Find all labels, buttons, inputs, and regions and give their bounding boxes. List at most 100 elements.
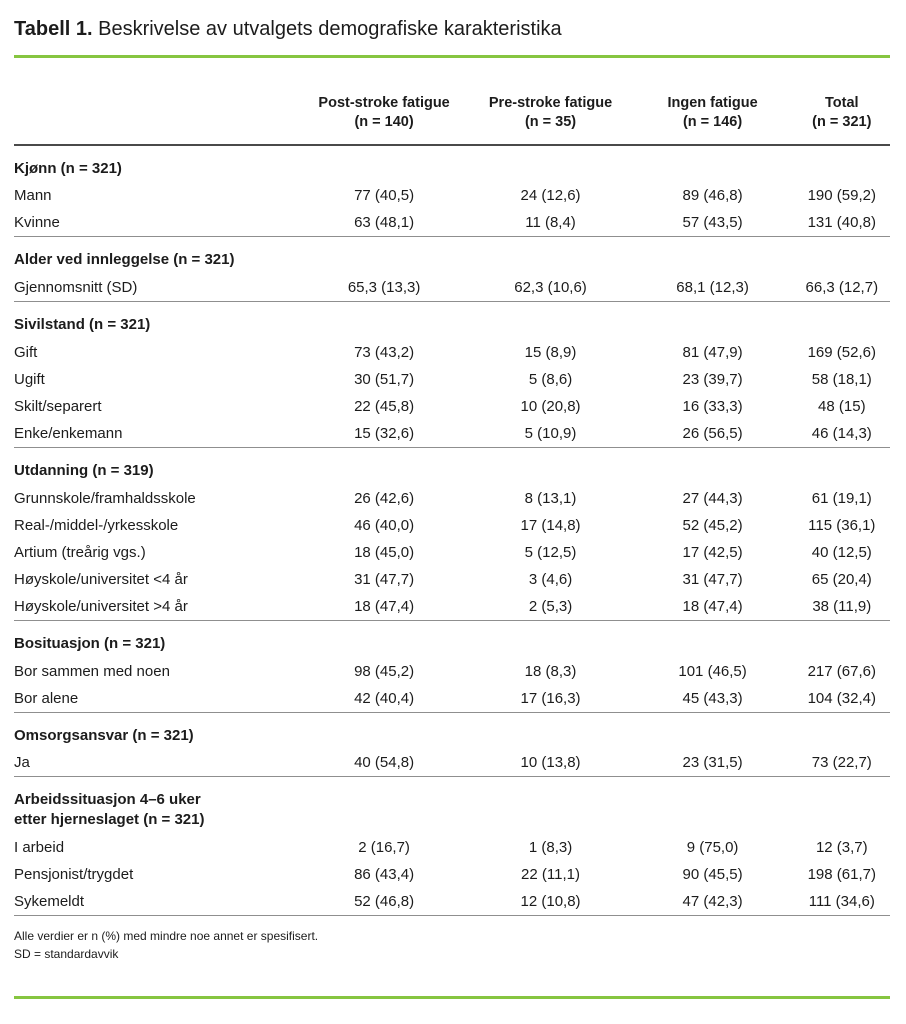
row-label: Bor sammen med noen <box>14 662 170 680</box>
cell-value: 30 (51,7) <box>354 371 415 389</box>
cell-value: 61 (19,1) <box>811 489 872 507</box>
row-label: Artium (treårig vgs.) <box>14 543 146 561</box>
row-label: Ja <box>14 754 30 772</box>
table-section: Arbeidssituasjon 4–6 uker etter hjernesla… <box>14 777 890 916</box>
table-row: Grunnskole/framhaldsskole 26 (42,6) 8 (13,… <box>14 485 890 512</box>
cell-value: 131 (40,8) <box>807 214 876 232</box>
cell-value: 31 (47,7) <box>354 570 415 588</box>
cell-value: 104 (32,4) <box>807 689 876 707</box>
cell-value: 217 (67,6) <box>807 662 876 680</box>
cell-value: 17 (14,8) <box>520 516 581 534</box>
cell-value: 46 (14,3) <box>811 425 872 443</box>
table-section: Alder ved innleggelse (n = 321) Gjennomsn… <box>14 237 890 302</box>
cell-value: 73 (22,7) <box>811 754 872 772</box>
section-header: Utdanning (n = 319) <box>14 448 890 485</box>
table-title: Tabell 1. Beskrivelse av utvalgets demog… <box>14 16 890 42</box>
table-title-label: Tabell 1. <box>14 18 93 40</box>
cell-value: 15 (8,9) <box>524 344 577 362</box>
table-row: Mann 77 (40,5) 24 (12,6) 89 (46,8) 190 (59,2… <box>14 182 890 209</box>
cell-value: 63 (48,1) <box>354 214 415 232</box>
cell-value: 48 (15) <box>818 398 866 416</box>
section-header: Kjønn (n = 321) <box>14 145 890 183</box>
cell-value: 40 (54,8) <box>354 754 415 772</box>
cell-value: 17 (16,3) <box>520 689 581 707</box>
cell-value: 3 (4,6) <box>528 570 573 588</box>
cell-value: 2 (16,7) <box>358 839 410 857</box>
row-label: Gift <box>14 344 38 362</box>
column-header-name: Pre-stroke fatigue <box>488 95 613 111</box>
cell-value: 57 (43,5) <box>682 214 743 232</box>
section-header-row: Arbeidssituasjon 4–6 uker etter hjernesla… <box>14 777 890 834</box>
row-label: Høyskole/universitet >4 år <box>14 597 188 615</box>
cell-value: 111 (34,6) <box>808 893 875 911</box>
table-footnotes: Alle verdier er n (%) med mindre noe ann… <box>14 927 890 963</box>
cell-value: 23 (31,5) <box>682 754 743 772</box>
section-header-line: Utdanning (n = 319) <box>14 462 154 480</box>
column-header-n: (n = 140) <box>354 113 414 130</box>
section-header: Alder ved innleggelse (n = 321) <box>14 237 890 274</box>
table-row: Sykemeldt 52 (46,8) 12 (10,8) 47 (42,3) 111 … <box>14 888 890 916</box>
section-header: Sivilstand (n = 321) <box>14 302 890 339</box>
cell-value: 9 (75,0) <box>686 839 739 857</box>
column-header-row: Post-stroke fatigue (n = 140) Pre-stroke f… <box>14 94 890 146</box>
cell-value: 52 (46,8) <box>354 893 415 911</box>
row-label: Grunnskole/framhaldsskole <box>14 489 196 507</box>
row-label: Bor alene <box>14 689 79 707</box>
cell-value: 169 (52,6) <box>807 344 876 362</box>
column-header-name: Ingen fatigue <box>667 95 758 111</box>
cell-value: 12 (3,7) <box>815 839 868 857</box>
section-header-line: Alder ved innleggelse (n = 321) <box>14 251 235 269</box>
cell-value: 81 (47,9) <box>682 344 743 362</box>
cell-value: 47 (42,3) <box>682 893 743 911</box>
column-header: Ingen fatigue (n = 146) <box>631 94 794 146</box>
column-header: Total (n = 321) <box>793 94 890 146</box>
row-label: Ugift <box>14 371 45 389</box>
cell-value: 98 (45,2) <box>354 662 415 680</box>
cell-value: 31 (47,7) <box>682 570 743 588</box>
section-header-row: Kjønn (n = 321) <box>14 145 890 183</box>
row-label: Real-/middel-/yrkesskole <box>14 516 179 534</box>
cell-value: 77 (40,5) <box>354 187 415 205</box>
cell-value: 5 (12,5) <box>524 543 577 561</box>
cell-value: 18 (47,4) <box>682 597 743 615</box>
table-section: Bosituasjon (n = 321) Bor sammen med noen… <box>14 620 890 713</box>
cell-value: 27 (44,3) <box>682 489 743 507</box>
table-section: Kjønn (n = 321) Mann 77 (40,5) 24 (12,6) 89 … <box>14 145 890 237</box>
column-header-name: Total <box>825 95 859 111</box>
cell-value: 22 (45,8) <box>354 398 415 416</box>
cell-value: 42 (40,4) <box>354 689 415 707</box>
cell-value: 52 (45,2) <box>682 516 743 534</box>
table-section: Omsorgsansvar (n = 321) Ja 40 (54,8) 10 (13… <box>14 712 890 777</box>
column-header-n: (n = 146) <box>682 113 743 130</box>
cell-value: 26 (42,6) <box>354 489 415 507</box>
cell-value: 62,3 (10,6) <box>514 279 587 297</box>
cell-value: 65 (20,4) <box>811 570 872 588</box>
table-row: Gift 73 (43,2) 15 (8,9) 81 (47,9) 169 (52,6) <box>14 339 890 366</box>
section-header-row: Utdanning (n = 319) <box>14 448 890 485</box>
table-section: Utdanning (n = 319) Grunnskole/framhaldss… <box>14 448 890 621</box>
row-label: Enke/enkemann <box>14 425 123 443</box>
section-header-line: Omsorgsansvar (n = 321) <box>14 726 194 744</box>
cell-value: 66,3 (12,7) <box>805 279 879 297</box>
table-row: Pensjonist/trygdet 86 (43,4) 22 (11,1) 90 (… <box>14 861 890 888</box>
table-title-text: Beskrivelse av utvalgets demografiske ka… <box>98 18 562 40</box>
cell-value: 2 (5,3) <box>528 597 573 615</box>
cell-value: 40 (12,5) <box>811 543 872 561</box>
cell-value: 89 (46,8) <box>682 187 743 205</box>
cell-value: 22 (11,1) <box>521 866 580 884</box>
cell-value: 115 (36,1) <box>808 516 876 534</box>
table-row: Ugift 30 (51,7) 5 (8,6) 23 (39,7) 58 (18,1) <box>14 366 890 393</box>
table-row: Høyskole/universitet >4 år 18 (47,4) 2 (5,… <box>14 593 890 621</box>
row-label: Sykemeldt <box>14 893 85 911</box>
cell-value: 45 (43,3) <box>682 689 743 707</box>
table-row: Skilt/separert 22 (45,8) 10 (20,8) 16 (33,3… <box>14 393 890 420</box>
cell-value: 38 (11,9) <box>812 597 872 615</box>
cell-value: 17 (42,5) <box>682 543 743 561</box>
cell-value: 24 (12,6) <box>520 187 581 205</box>
table-section: Sivilstand (n = 321) Gift 73 (43,2) 15 (8,9… <box>14 302 890 448</box>
row-label: Kvinne <box>14 214 60 232</box>
cell-value: 1 (8,3) <box>528 839 573 857</box>
table-row: Høyskole/universitet <4 år 31 (47,7) 3 (4,… <box>14 566 890 593</box>
table-row: Gjennomsnitt (SD) 65,3 (13,3) 62,3 (10,6) 6… <box>14 274 890 302</box>
cell-value: 46 (40,0) <box>354 516 415 534</box>
